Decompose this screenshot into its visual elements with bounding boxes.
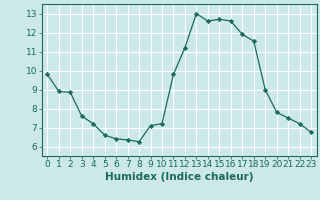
X-axis label: Humidex (Indice chaleur): Humidex (Indice chaleur) — [105, 172, 253, 182]
